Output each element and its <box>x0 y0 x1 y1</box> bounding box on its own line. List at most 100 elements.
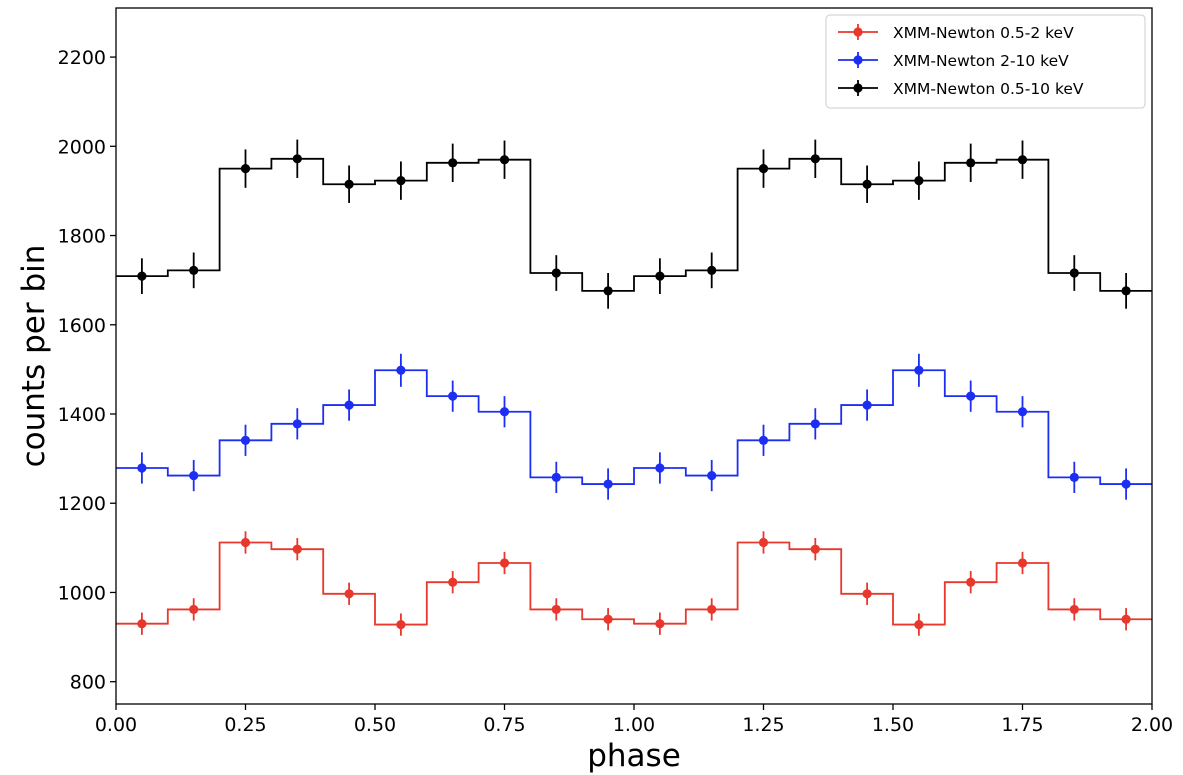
legend-label: XMM-Newton 0.5-10 keV <box>893 80 1084 98</box>
data-point <box>240 435 251 445</box>
data-point <box>966 577 976 587</box>
y-tick-label: 1000 <box>58 582 106 604</box>
legend-box <box>825 14 1146 109</box>
data-point <box>603 286 613 296</box>
y-tick-label: 2200 <box>58 47 106 69</box>
legend-item-2: XMM-Newton 2-10 keV <box>838 52 1069 70</box>
data-point <box>758 164 769 174</box>
x-tick-label: 1.50 <box>872 714 914 736</box>
data-point <box>189 470 199 481</box>
legend-item-3: XMM-Newton 0.5-10 keV <box>838 80 1084 98</box>
data-point <box>758 435 769 445</box>
data-point <box>914 365 924 375</box>
data-point <box>758 537 769 548</box>
data-point <box>344 400 354 410</box>
data-point <box>551 472 561 482</box>
legend-marker <box>853 83 863 93</box>
data-point <box>551 268 561 278</box>
data-point <box>862 589 872 599</box>
x-tick-label: 0.50 <box>354 714 396 736</box>
data-point <box>1069 268 1079 278</box>
y-tick-label: 1800 <box>58 226 106 248</box>
legend-marker <box>853 27 863 37</box>
plot-area <box>116 139 1152 636</box>
data-point <box>448 391 458 401</box>
data-point <box>499 558 510 568</box>
plot-frame <box>115 7 1153 705</box>
x-tick-label: 1.00 <box>613 714 655 736</box>
legend-marker <box>853 55 863 65</box>
x-tick-label: 1.25 <box>742 714 784 736</box>
data-point <box>240 537 251 548</box>
data-point <box>1121 286 1131 296</box>
data-point <box>551 604 561 615</box>
data-point <box>810 419 820 429</box>
data-point <box>292 544 302 554</box>
data-point <box>499 155 510 165</box>
legend-label: XMM-Newton 2-10 keV <box>893 52 1069 70</box>
data-point <box>914 619 924 630</box>
data-point <box>1017 155 1028 165</box>
data-point <box>810 154 820 164</box>
data-point <box>655 463 665 473</box>
data-point <box>966 391 976 401</box>
data-point <box>189 265 199 275</box>
legend-label: XMM-Newton 0.5-2 keV <box>893 24 1074 42</box>
y-axis-label: counts per bin <box>16 245 52 468</box>
x-tick-label: 0.75 <box>483 714 525 736</box>
data-point <box>655 619 665 629</box>
data-point <box>448 577 458 587</box>
data-point <box>292 154 302 164</box>
data-point <box>292 419 302 429</box>
data-point <box>1069 472 1079 482</box>
series-step-line <box>116 369 1152 485</box>
data-point <box>1121 614 1131 624</box>
data-point <box>1121 479 1131 489</box>
x-tick-label: 0.25 <box>224 714 266 736</box>
data-point <box>707 265 717 275</box>
legend: XMM-Newton 0.5-2 keV XMM-Newton 2-10 keV X… <box>825 14 1146 109</box>
data-point <box>448 158 458 168</box>
data-point <box>1017 407 1028 417</box>
y-tick-label: 2000 <box>58 136 106 158</box>
data-point <box>396 365 406 375</box>
data-point <box>603 479 613 489</box>
data-point <box>603 614 613 624</box>
data-point <box>344 179 354 189</box>
data-point <box>1017 558 1028 568</box>
series-step-line <box>116 157 1152 292</box>
data-point <box>810 544 820 554</box>
x-axis: 0.00 0.25 0.50 0.75 1.00 1.25 1.50 1.75 2.00 <box>95 704 1173 736</box>
data-point <box>707 470 717 481</box>
y-tick-label: 1400 <box>58 404 106 426</box>
y-axis: 800 1000 1200 1400 1600 1800 2000 2200 <box>58 47 116 694</box>
y-tick-label: 1600 <box>58 315 106 337</box>
data-point <box>862 179 872 189</box>
data-point <box>914 176 924 186</box>
data-point <box>655 271 665 281</box>
data-point <box>966 158 976 168</box>
data-point <box>344 589 354 599</box>
data-point <box>499 407 510 417</box>
series-step-line <box>116 541 1152 626</box>
series-3 <box>116 139 1152 309</box>
data-point <box>1069 604 1079 615</box>
legend-item-1: XMM-Newton 0.5-2 keV <box>838 24 1074 42</box>
series-2 <box>116 353 1152 500</box>
data-point <box>189 604 199 615</box>
x-axis-label: phase <box>587 738 681 774</box>
x-tick-label: 1.75 <box>1001 714 1043 736</box>
data-point <box>396 176 406 186</box>
data-point <box>137 271 147 281</box>
y-tick-label: 1200 <box>58 493 106 515</box>
x-tick-label: 0.00 <box>95 714 137 736</box>
data-point <box>396 619 406 630</box>
y-tick-label: 800 <box>70 672 106 694</box>
data-point <box>137 463 147 473</box>
data-point <box>707 604 717 615</box>
data-point <box>240 164 251 174</box>
series-1 <box>116 531 1152 636</box>
data-point <box>862 400 872 410</box>
data-point <box>137 619 147 629</box>
